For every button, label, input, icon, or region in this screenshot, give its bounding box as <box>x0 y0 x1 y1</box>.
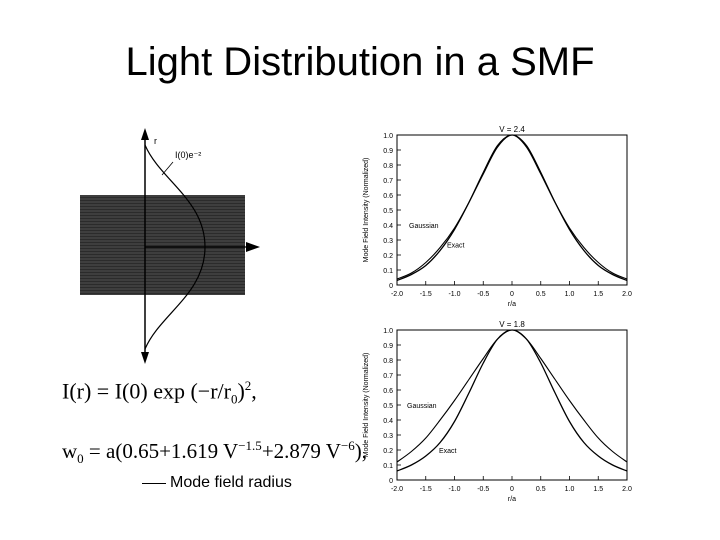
y-tick-label: 1.0 <box>383 133 393 140</box>
x-axis-label: r/a <box>508 496 516 503</box>
x-tick-label: 2.0 <box>622 486 632 493</box>
x-tick-label: -1.0 <box>448 291 460 298</box>
x-tick-label: 0.5 <box>536 291 546 298</box>
y-tick-label: 0.2 <box>383 253 393 260</box>
fiber-annotation: I(0)e⁻² <box>175 150 201 160</box>
y-tick-label: 0.9 <box>383 148 393 155</box>
plot-title: V = 2.4 <box>499 125 525 134</box>
y-tick-label: 1.0 <box>383 328 393 335</box>
arrow-down-icon <box>141 352 149 364</box>
x-tick-label: 2.0 <box>622 291 632 298</box>
plot-v24: V = 2.4 0 0.1 0.2 0.3 0.4 0.5 0.6 0.7 0.8 0.9 1.0 -2… <box>363 125 632 308</box>
y-tick-label: 0.8 <box>383 358 393 365</box>
y-tick-label: 0 <box>389 478 393 485</box>
y-tick-label: 0.2 <box>383 448 393 455</box>
x-tick-label: -1.5 <box>420 291 432 298</box>
y-tick-label: 0.1 <box>383 268 393 275</box>
y-tick-label: 0.6 <box>383 388 393 395</box>
x-tick-label: -0.5 <box>477 486 489 493</box>
y-axis-label: Mode Field Intensity (Normalized) <box>363 158 370 263</box>
x-tick-label: -2.0 <box>391 486 403 493</box>
exact-label: Exact <box>447 243 465 250</box>
y-tick-label: 0.3 <box>383 238 393 245</box>
plot-title: V = 1.8 <box>499 320 525 329</box>
x-tick-label: 1.0 <box>565 486 575 493</box>
x-tick-label: -1.5 <box>420 486 432 493</box>
y-tick-label: 0.5 <box>383 403 393 410</box>
x-tick-label: 0 <box>510 291 514 298</box>
gaussian-profile-curve <box>144 144 206 350</box>
plot-v18: V = 1.8 0 0.1 0.2 0.3 0.4 0.5 0.6 0.7 0.8 0.9 1.0 -2… <box>363 320 632 503</box>
y-tick-label: 0 <box>389 283 393 290</box>
slide-title: Light Distribution in a SMF <box>125 40 595 84</box>
y-tick-label: 0.7 <box>383 373 393 380</box>
series-line-gaussian <box>396 134 628 280</box>
x-tick-label: -0.5 <box>477 291 489 298</box>
x-tick-label: 1.0 <box>565 291 575 298</box>
fiber-intensity-diagram: r I(0)e⁻² <box>80 128 260 364</box>
intensity-formula: I(r) = I(0) exp (−r/r0)2, <box>62 378 257 407</box>
mode-field-caption: Mode field radius <box>142 474 292 492</box>
x-tick-label: -1.0 <box>448 486 460 493</box>
gaussian-label: Gaussian <box>407 403 437 410</box>
x-tick-label: 1.5 <box>593 291 603 298</box>
fiber-core-region <box>80 195 245 295</box>
x-axis-label: r/a <box>508 301 516 308</box>
x-tick-label: 0 <box>510 486 514 493</box>
y-tick-label: 0.9 <box>383 343 393 350</box>
x-tick-label: 1.5 <box>593 486 603 493</box>
series-line-exact <box>396 134 628 282</box>
caption-dash <box>142 482 166 484</box>
gaussian-label: Gaussian <box>409 223 439 230</box>
y-tick-label: 0.4 <box>383 418 393 425</box>
y-tick-label: 0.4 <box>383 223 393 230</box>
arrow-up-icon <box>141 128 149 140</box>
mode-radius-formula: w0 = a(0.65+1.619 V−1.5+2.879 V−6), <box>62 438 368 467</box>
series-line-gaussian <box>396 329 628 463</box>
y-tick-label: 0.8 <box>383 163 393 170</box>
x-tick-label: -2.0 <box>391 291 403 298</box>
y-tick-label: 0.1 <box>383 463 393 470</box>
y-tick-label: 0.5 <box>383 208 393 215</box>
y-axis-label: Mode Field Intensity (Normalized) <box>363 353 370 458</box>
series-line-exact <box>396 329 628 472</box>
y-tick-label: 0.7 <box>383 178 393 185</box>
y-tick-label: 0.3 <box>383 433 393 440</box>
arrow-right-icon <box>246 242 260 252</box>
y-tick-label: 0.6 <box>383 193 393 200</box>
x-tick-label: 0.5 <box>536 486 546 493</box>
plot-frame <box>396 134 628 286</box>
exact-label: Exact <box>439 448 457 455</box>
annotation-pointer <box>161 161 174 176</box>
fiber-axis-label: r <box>154 136 157 146</box>
